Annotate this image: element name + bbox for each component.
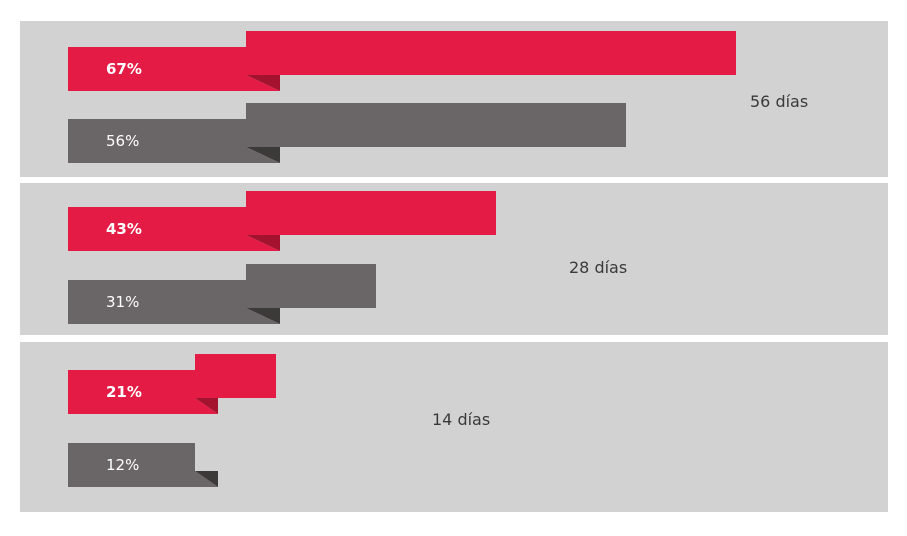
label-tab-0-1 [68,119,246,163]
label-tab-2-0 [68,370,195,414]
group-label-2: 14 días [432,410,490,429]
label-tab-0-0 [68,47,246,91]
value-label-1-1: 31% [106,293,139,311]
label-tab-fold-2-0 [195,398,218,414]
bar-0-0 [246,31,736,75]
value-label-1-0: 43% [106,220,142,238]
bar-1-0 [246,191,496,235]
value-label-0-1: 56% [106,132,139,150]
label-tab-1-0 [68,207,246,251]
label-tab-fold-1-0 [246,235,280,251]
group-label-1: 28 días [569,258,627,277]
bar-1-1 [246,264,376,308]
label-tab-2-1 [68,443,195,487]
bar-0-1 [246,103,626,147]
label-tab-fold-0-0 [246,75,280,91]
value-label-2-0: 21% [106,383,142,401]
bar-2-0 [195,354,276,398]
label-tab-fold-1-1 [246,308,280,324]
value-label-2-1: 12% [106,456,139,474]
value-label-0-0: 67% [106,60,142,78]
group-label-0: 56 días [750,92,808,111]
label-tab-fold-0-1 [246,147,280,163]
label-tab-fold-2-1 [195,471,218,487]
label-tab-1-1 [68,280,246,324]
